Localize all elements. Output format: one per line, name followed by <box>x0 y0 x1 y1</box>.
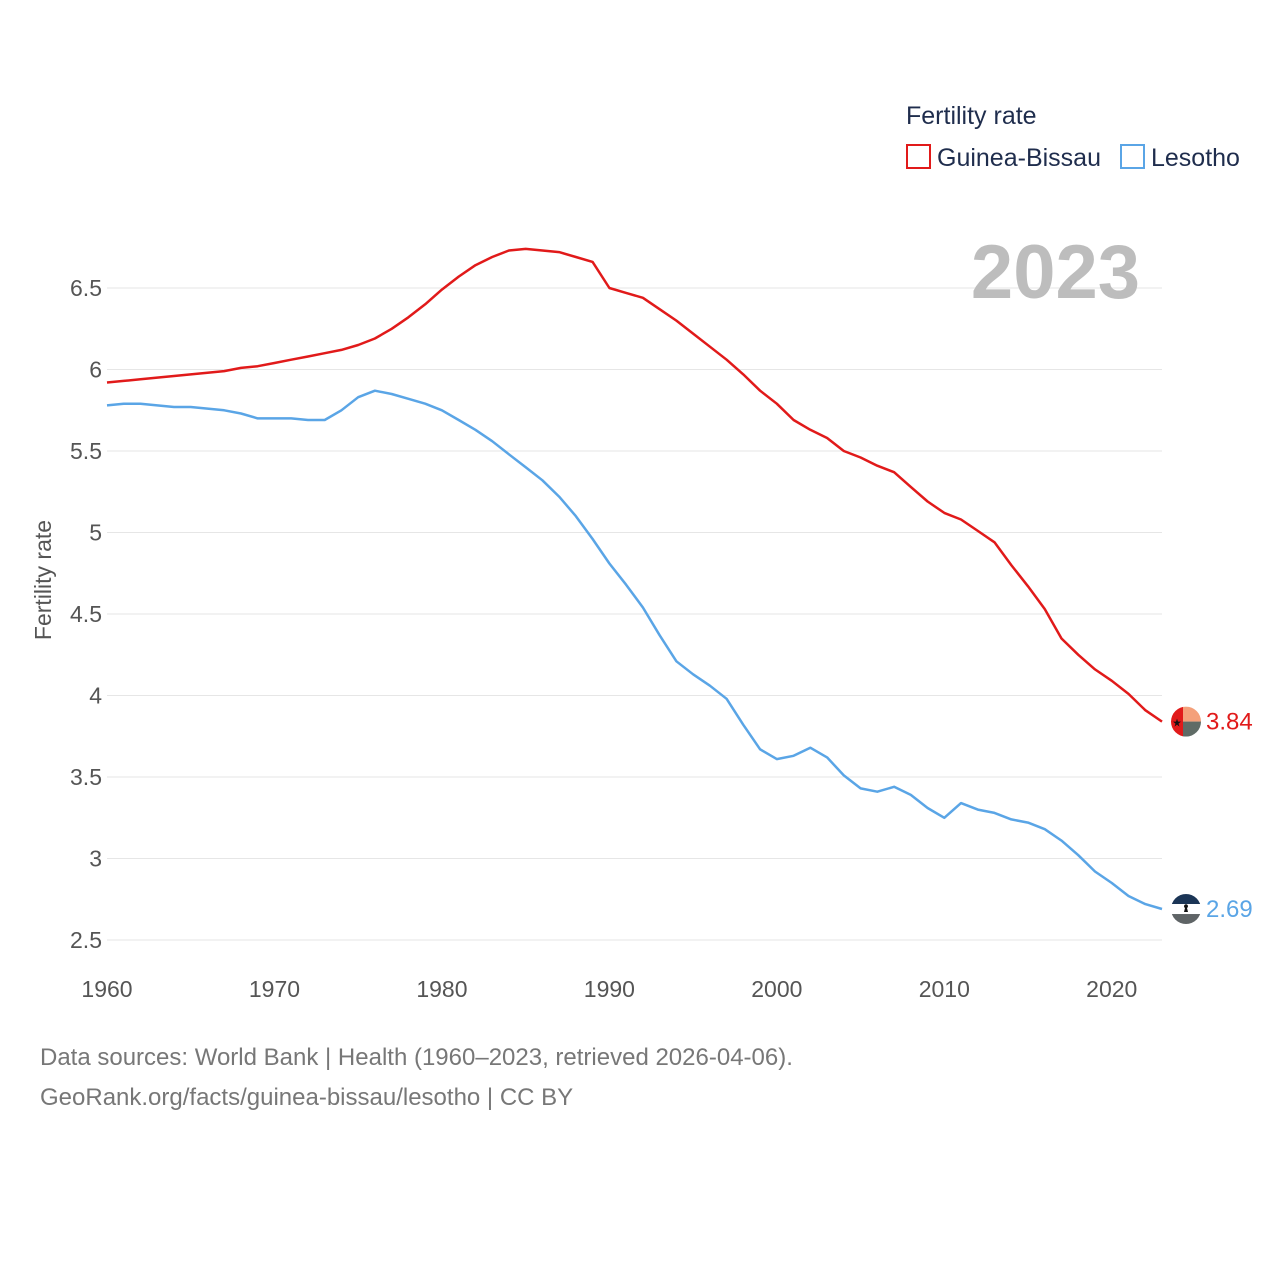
y-tick-label: 3.5 <box>70 764 102 790</box>
series-line-lesotho[interactable] <box>106 389 1163 911</box>
end-value-guinea-bissau: 3.84 <box>1206 709 1253 736</box>
legend-title: Fertility rate <box>906 102 1037 130</box>
lesotho-flag-icon <box>1171 894 1201 925</box>
y-tick-label: 5 <box>89 520 102 546</box>
y-axis-label: Fertility rate <box>30 520 56 640</box>
x-tick-label: 1990 <box>584 976 635 1002</box>
legend-item-lesotho[interactable]: Lesotho <box>1120 144 1240 172</box>
legend-swatch-lesotho <box>1120 144 1145 169</box>
series-lines <box>106 247 1163 911</box>
y-axis-ticks: 2.5 3 3.5 4 4.5 5 5.5 6 6.5 <box>70 275 102 953</box>
legend-label-lesotho: Lesotho <box>1151 144 1240 172</box>
x-tick-label: 1970 <box>249 976 300 1002</box>
x-tick-label: 1960 <box>81 976 132 1002</box>
x-tick-label: 2010 <box>919 976 970 1002</box>
y-tick-label: 6 <box>89 357 102 383</box>
x-axis-ticks: 1960 1970 1980 1990 2000 2010 2020 <box>81 976 1137 1002</box>
guinea-bissau-flag-icon <box>1171 706 1201 737</box>
legend-item-guinea-bissau[interactable]: Guinea-Bissau <box>906 144 1101 172</box>
y-tick-label: 3 <box>89 846 102 872</box>
legend-swatch-guinea-bissau <box>906 144 931 169</box>
year-label: 2023 <box>971 230 1140 315</box>
legend-label-guinea-bissau: Guinea-Bissau <box>937 144 1101 172</box>
x-tick-label: 2020 <box>1086 976 1137 1002</box>
series-line-guinea-bissau[interactable] <box>106 247 1163 723</box>
end-value-lesotho: 2.69 <box>1206 896 1253 923</box>
gridlines <box>107 287 1162 941</box>
y-tick-label: 4 <box>89 683 102 709</box>
footer-sources: Data sources: World Bank | Health (1960–… <box>40 1044 793 1071</box>
footer-attribution: GeoRank.org/facts/guinea-bissau/lesotho … <box>40 1084 574 1111</box>
y-tick-label: 6.5 <box>70 275 102 301</box>
x-tick-label: 1980 <box>416 976 467 1002</box>
end-markers <box>1171 706 1201 925</box>
y-tick-label: 2.5 <box>70 927 102 953</box>
x-tick-label: 2000 <box>751 976 802 1002</box>
y-tick-label: 4.5 <box>70 601 102 627</box>
legend: Fertility rate Guinea-Bissau Lesotho <box>906 102 1240 172</box>
y-tick-label: 5.5 <box>70 438 102 464</box>
